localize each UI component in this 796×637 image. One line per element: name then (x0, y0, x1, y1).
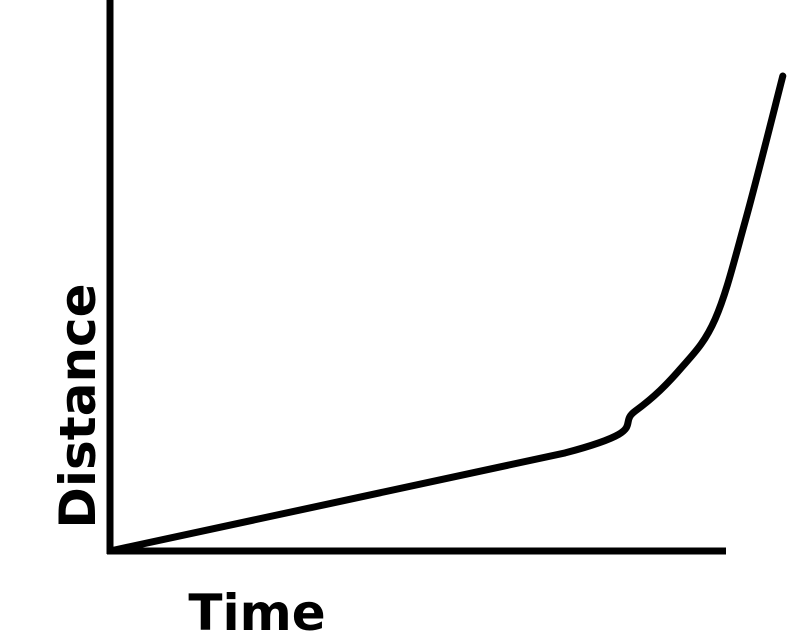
series-line (106, 72, 787, 555)
y-axis-label: Distance (49, 283, 107, 528)
x-axis-label: Time (188, 584, 325, 637)
